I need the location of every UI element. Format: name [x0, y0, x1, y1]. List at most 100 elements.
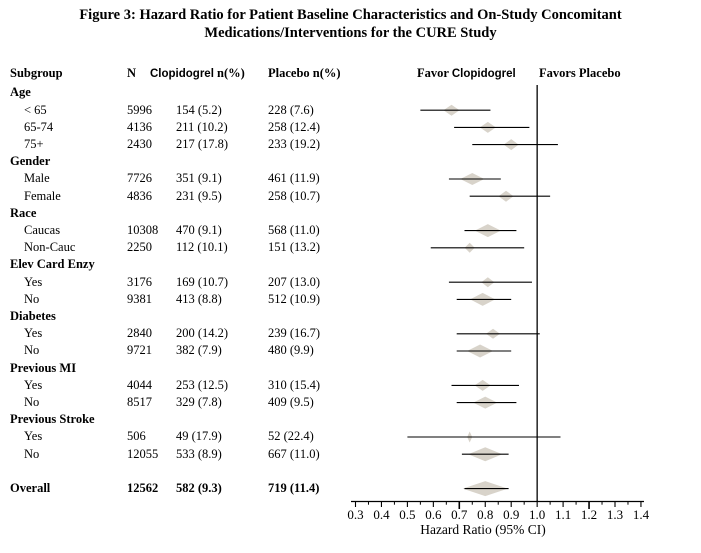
- x-tick-label: 0.7: [451, 507, 468, 522]
- column-header-clopidogrel-suffix: n(%): [217, 66, 245, 80]
- figure-title: Figure 3: Hazard Ratio for Patient Basel…: [0, 6, 701, 42]
- clopidogrel-cell: 217 (17.8): [176, 137, 229, 151]
- placebo-cell: 719 (11.4): [268, 481, 320, 495]
- subgroup-cell: Diabetes: [10, 309, 56, 323]
- n-cell: 5996: [127, 102, 152, 117]
- subgroup-cell: Previous Stroke: [10, 412, 95, 427]
- n-cell: 12562: [127, 481, 159, 495]
- column-header-placebo: Placebo n(%): [268, 66, 341, 80]
- table-row: Yes 3176 169 (10.7) 207 (13.0): [0, 274, 350, 291]
- table-row: Age: [0, 84, 350, 101]
- n-cell: 4136: [127, 119, 152, 134]
- figure-title-line1: Figure 3: Hazard Ratio for Patient Basel…: [79, 7, 622, 23]
- clopidogrel-cell: 413 (8.8): [176, 291, 222, 306]
- n-cell: 8517: [127, 395, 152, 409]
- placebo-cell: 512 (10.9): [268, 291, 321, 306]
- subgroup-cell: < 65: [24, 102, 47, 117]
- placebo-cell: 568 (11.0): [268, 223, 320, 237]
- subgroup-cell: No: [24, 291, 40, 306]
- placebo-cell: 461 (11.9): [268, 171, 320, 186]
- favor-word: Favor: [417, 66, 449, 80]
- subgroup-cell: Yes: [24, 326, 43, 341]
- table-row: Race: [0, 205, 350, 222]
- n-cell: 2250: [127, 240, 152, 255]
- x-tick-label: 0.8: [477, 507, 493, 522]
- clopidogrel-cell: 200 (14.2): [176, 326, 229, 341]
- table-row: Previous MI: [0, 360, 350, 377]
- x-tick-label: 1.4: [633, 507, 650, 522]
- table-row: Caucas 10308 470 (9.1) 568 (11.0): [0, 222, 350, 239]
- subgroup-cell: Non-Cauc: [24, 240, 76, 255]
- subgroup-cell: No: [24, 446, 40, 461]
- subgroup-cell: Elev Card Enzy: [10, 257, 95, 272]
- placebo-cell: 52 (22.4): [268, 429, 314, 444]
- table-row: Previous Stroke: [0, 411, 350, 428]
- n-cell: 4836: [127, 188, 152, 203]
- favor-clopidogrel-label: Favor Clopidogrel: [417, 66, 516, 81]
- table-row: No 8517 329 (7.8) 409 (9.5): [0, 394, 350, 411]
- table-row: No 9721 382 (7.9) 480 (9.9): [0, 342, 350, 359]
- subgroup-cell: Female: [24, 188, 61, 203]
- placebo-cell: 233 (19.2): [268, 137, 321, 151]
- table-row: Yes 4044 253 (12.5) 310 (15.4): [0, 377, 350, 394]
- table-row: Non-Cauc 2250 112 (10.1) 151 (13.2): [0, 239, 350, 256]
- n-cell: 10308: [127, 223, 159, 237]
- placebo-cell: 310 (15.4): [268, 377, 321, 392]
- figure-title-line2: Medications/Interventions for the CURE S…: [204, 25, 497, 41]
- subgroup-cell: Yes: [24, 429, 43, 444]
- x-tick-label: 0.9: [503, 507, 519, 522]
- placebo-cell: 258 (10.7): [268, 188, 321, 203]
- clopidogrel-cell: 253 (12.5): [176, 377, 229, 392]
- placebo-cell: 239 (16.7): [268, 326, 321, 341]
- table-row: Female 4836 231 (9.5) 258 (10.7): [0, 188, 350, 205]
- subgroup-cell: Previous MI: [10, 360, 77, 375]
- table-row: Gender: [0, 153, 350, 170]
- subgroup-cell: Overall: [10, 481, 51, 495]
- placebo-cell: 409 (9.5): [268, 395, 314, 409]
- favor-drug: Clopidogrel: [451, 68, 516, 80]
- x-tick-label: 1.0: [529, 507, 545, 522]
- clopidogrel-cell: 329 (7.8): [176, 395, 222, 409]
- column-header-n: N: [127, 66, 137, 80]
- table-row: Male 7726 351 (9.1) 461 (11.9): [0, 170, 350, 187]
- clopidogrel-cell: 470 (9.1): [176, 223, 222, 237]
- x-axis-title: Hazard Ratio (95% CI): [420, 522, 546, 537]
- clopidogrel-cell: 211 (10.2): [176, 119, 228, 134]
- n-cell: 2840: [127, 326, 152, 341]
- n-cell: 506: [127, 429, 146, 444]
- table-row: < 65 5996 154 (5.2) 228 (7.6): [0, 102, 350, 119]
- subgroup-cell: 75+: [24, 137, 44, 151]
- n-cell: 12055: [127, 446, 159, 461]
- subgroup-cell: 65-74: [24, 119, 54, 134]
- column-header-clopidogrel: Clopidogrel n(%): [150, 66, 245, 81]
- n-cell: 9721: [127, 343, 152, 358]
- n-cell: 7726: [127, 171, 152, 186]
- subgroup-cell: Age: [10, 85, 31, 100]
- subgroup-cell: Male: [24, 171, 50, 186]
- placebo-cell: 207 (13.0): [268, 274, 321, 289]
- placebo-cell: 667 (11.0): [268, 446, 320, 461]
- table-row: Overall 12562 582 (9.3) 719 (11.4): [0, 480, 350, 497]
- favors-placebo-label: Favors Placebo: [539, 66, 621, 80]
- placebo-cell: 151 (13.2): [268, 240, 321, 255]
- n-cell: 4044: [127, 377, 152, 392]
- subgroup-cell: Yes: [24, 377, 43, 392]
- table-row: Yes 2840 200 (14.2) 239 (16.7): [0, 325, 350, 342]
- subgroup-cell: Gender: [10, 154, 51, 169]
- clopidogrel-cell: 382 (7.9): [176, 343, 222, 358]
- column-header-subgroup: Subgroup: [10, 66, 63, 80]
- clopidogrel-cell: 582 (9.3): [176, 481, 222, 495]
- subgroup-cell: Race: [10, 205, 37, 220]
- x-tick-label: 1.1: [555, 507, 571, 522]
- n-cell: 2430: [127, 137, 152, 151]
- clopidogrel-cell: 231 (9.5): [176, 188, 222, 203]
- table-row: Elev Card Enzy: [0, 256, 350, 273]
- n-cell: 9381: [127, 291, 152, 306]
- subgroup-cell: Caucas: [24, 223, 61, 237]
- x-tick-label: 1.3: [607, 507, 623, 522]
- clopidogrel-cell: 154 (5.2): [176, 102, 222, 117]
- x-tick-label: 0.3: [347, 507, 363, 522]
